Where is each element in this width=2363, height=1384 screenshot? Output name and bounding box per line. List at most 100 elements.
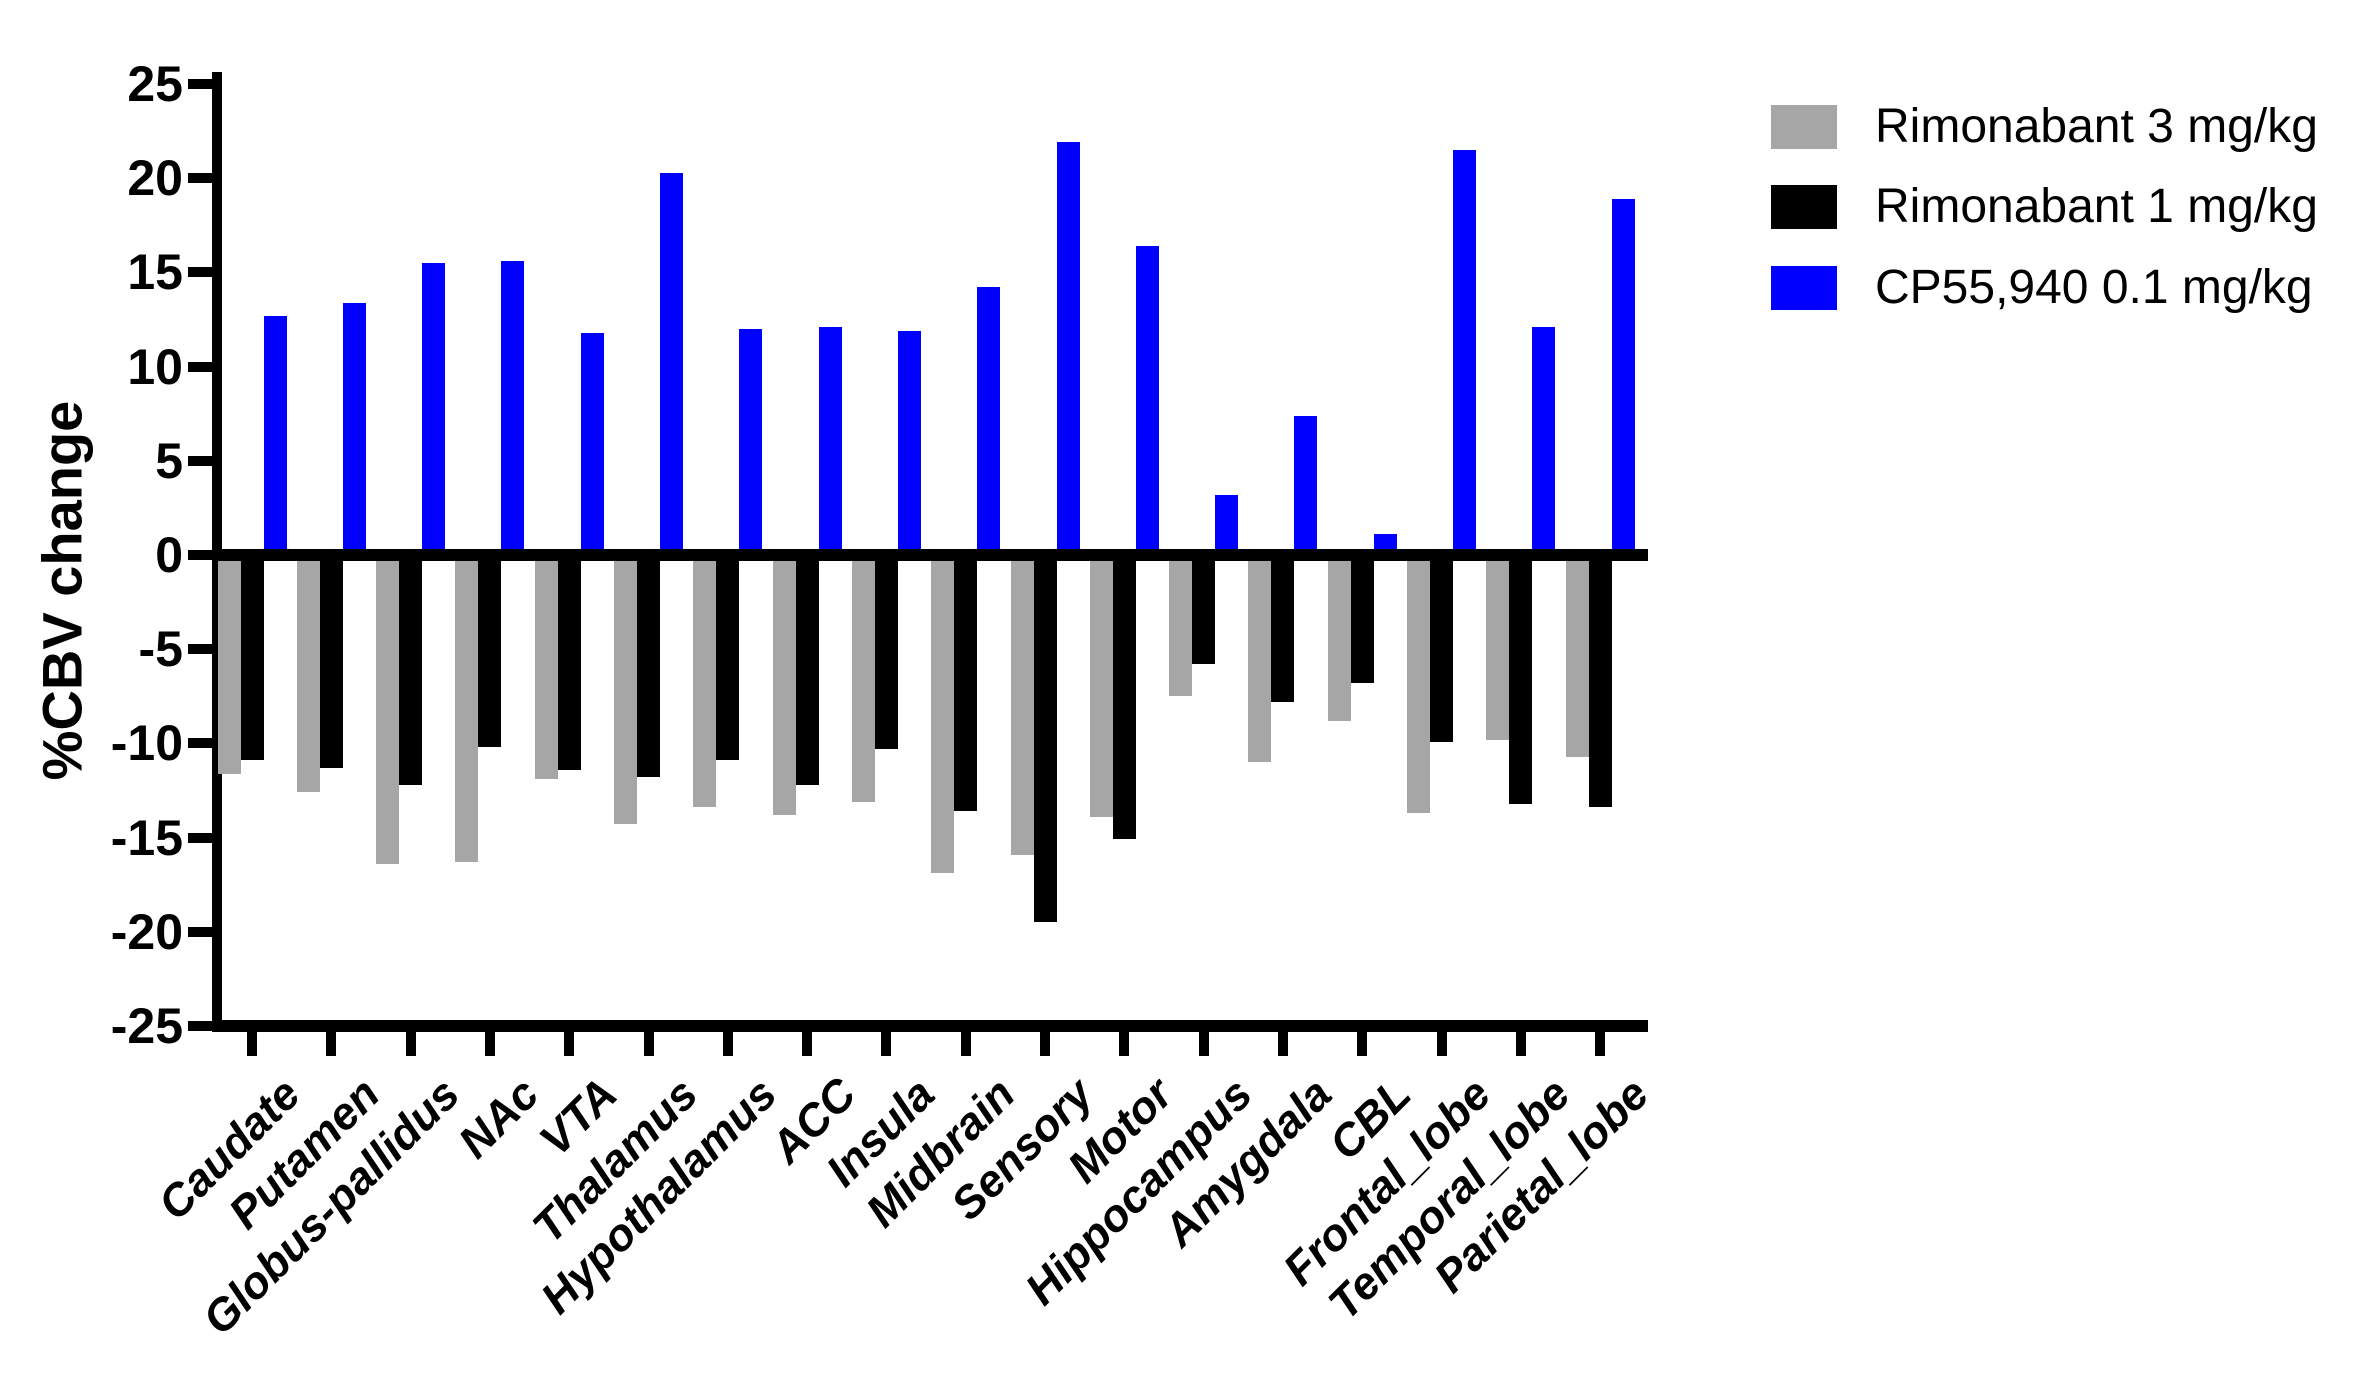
bar-CBL-Rimonabant-3-mg-kg (1328, 551, 1351, 721)
x-tick-mark-Parietal_lobe (1595, 1026, 1605, 1056)
bar-ACC-Rimonabant-3-mg-kg (773, 551, 796, 815)
bar-VTA-CP55-940-0-1-mg-kg (581, 333, 604, 559)
x-category-label-NAc: NAc (448, 1068, 549, 1168)
bar-Thalamus-Rimonabant-1-mg-kg (637, 551, 660, 777)
bar-VTA-Rimonabant-1-mg-kg (558, 551, 581, 770)
x-tick-mark-Temporal_lobe (1516, 1026, 1526, 1056)
bar-Putamen-Rimonabant-3-mg-kg (297, 551, 320, 792)
y-tick-label-0: 0 (155, 527, 183, 583)
bar-Midbrain-Rimonabant-1-mg-kg (954, 551, 977, 811)
x-tick-mark-Caudate (247, 1026, 257, 1056)
y-tick-mark-5 (188, 455, 212, 466)
bar-Caudate-CP55-940-0-1-mg-kg (264, 316, 287, 559)
bar-Insula-Rimonabant-3-mg-kg (852, 551, 875, 802)
x-tick-mark-Globus-pallidus (406, 1026, 416, 1056)
bar-Hypothalamus-Rimonabant-3-mg-kg (693, 551, 716, 807)
bar-Amygdala-CP55-940-0-1-mg-kg (1294, 416, 1317, 559)
bar-Temporal_lobe-Rimonabant-3-mg-kg (1486, 551, 1509, 740)
bar-Putamen-CP55-940-0-1-mg-kg (343, 303, 366, 559)
bar-Sensory-Rimonabant-3-mg-kg (1011, 551, 1034, 855)
bar-Globus-pallidus-Rimonabant-1-mg-kg (399, 551, 422, 785)
y-tick-label-10: 10 (127, 338, 183, 395)
x-tick-mark-Putamen (326, 1026, 336, 1056)
bar-Temporal_lobe-Rimonabant-1-mg-kg (1509, 551, 1532, 804)
y-tick-mark--15 (188, 832, 212, 843)
bar-Parietal_lobe-Rimonabant-3-mg-kg (1566, 551, 1589, 757)
bar-Caudate-Rimonabant-1-mg-kg (241, 551, 264, 760)
legend-swatch-2 (1771, 185, 1837, 229)
bar-Sensory-CP55-940-0-1-mg-kg (1057, 142, 1080, 559)
y-tick-label--10: -10 (110, 715, 183, 772)
x-tick-mark-NAc (485, 1026, 495, 1056)
y-tick-label--15: -15 (110, 809, 183, 866)
x-tick-mark-Amygdala (1278, 1026, 1288, 1056)
y-tick-mark--10 (188, 738, 212, 749)
legend-label-3: CP55,940 0.1 mg/kg (1875, 261, 2313, 314)
bar-Insula-CP55-940-0-1-mg-kg (898, 331, 921, 559)
bar-Insula-Rimonabant-1-mg-kg (875, 551, 898, 749)
y-tick-mark-0 (188, 550, 212, 560)
zero-baseline (212, 549, 1648, 561)
y-tick-label--5: -5 (138, 621, 183, 678)
bar-Hippocampus-Rimonabant-1-mg-kg (1192, 551, 1215, 664)
bar-Globus-pallidus-CP55-940-0-1-mg-kg (422, 263, 445, 559)
bar-Midbrain-CP55-940-0-1-mg-kg (977, 287, 1000, 559)
legend-swatch-3 (1771, 266, 1837, 310)
bar-Globus-pallidus-Rimonabant-3-mg-kg (376, 551, 399, 864)
y-tick-mark--5 (188, 644, 212, 655)
bar-NAc-Rimonabant-3-mg-kg (455, 551, 478, 862)
x-tick-mark-ACC (802, 1026, 812, 1056)
y-tick-label-5: 5 (155, 432, 183, 489)
bar-Frontal_lobe-CP55-940-0-1-mg-kg (1453, 150, 1476, 559)
bar-Frontal_lobe-Rimonabant-1-mg-kg (1430, 551, 1453, 742)
y-tick-label-20: 20 (127, 150, 183, 207)
bar-Caudate-Rimonabant-3-mg-kg (218, 551, 241, 774)
bar-Midbrain-Rimonabant-3-mg-kg (931, 551, 954, 873)
y-tick-mark-10 (188, 361, 212, 372)
y-tick-mark-15 (188, 267, 212, 278)
x-tick-mark-Hypothalamus (723, 1026, 733, 1056)
bar-ACC-Rimonabant-1-mg-kg (796, 551, 819, 785)
bar-CBL-Rimonabant-1-mg-kg (1351, 551, 1374, 683)
x-tick-mark-Hippocampus (1199, 1026, 1209, 1056)
bar-Amygdala-Rimonabant-1-mg-kg (1271, 551, 1294, 702)
bar-Motor-Rimonabant-3-mg-kg (1090, 551, 1113, 817)
legend-swatch-1 (1771, 105, 1837, 149)
bar-Hippocampus-Rimonabant-3-mg-kg (1169, 551, 1192, 696)
bar-VTA-Rimonabant-3-mg-kg (535, 551, 558, 779)
y-tick-label--25: -25 (110, 998, 183, 1054)
bar-Sensory-Rimonabant-1-mg-kg (1034, 551, 1057, 922)
x-tick-mark-VTA (564, 1026, 574, 1056)
y-tick-mark-25 (188, 79, 212, 89)
bar-NAc-Rimonabant-1-mg-kg (478, 551, 501, 747)
bar-Hypothalamus-Rimonabant-1-mg-kg (716, 551, 739, 760)
x-tick-mark-Midbrain (961, 1026, 971, 1056)
bar-ACC-CP55-940-0-1-mg-kg (819, 327, 842, 559)
bar-Thalamus-Rimonabant-3-mg-kg (614, 551, 637, 824)
bar-Thalamus-CP55-940-0-1-mg-kg (660, 173, 683, 559)
legend-label-1: Rimonabant 3 mg/kg (1875, 100, 2318, 153)
y-tick-label-25: 25 (127, 56, 183, 112)
bar-Hypothalamus-CP55-940-0-1-mg-kg (739, 329, 762, 559)
x-tick-mark-Motor (1119, 1026, 1129, 1056)
bar-Temporal_lobe-CP55-940-0-1-mg-kg (1532, 327, 1555, 559)
x-tick-mark-Insula (881, 1026, 891, 1056)
y-tick-mark--25 (188, 1021, 212, 1031)
x-tick-mark-Thalamus (644, 1026, 654, 1056)
bar-Motor-CP55-940-0-1-mg-kg (1136, 246, 1159, 559)
x-axis-line (212, 1020, 1648, 1032)
bar-Frontal_lobe-Rimonabant-3-mg-kg (1407, 551, 1430, 813)
bar-Hippocampus-CP55-940-0-1-mg-kg (1215, 495, 1238, 559)
bar-Parietal_lobe-Rimonabant-1-mg-kg (1589, 551, 1612, 807)
x-tick-mark-Frontal_lobe (1437, 1026, 1447, 1056)
bar-Amygdala-Rimonabant-3-mg-kg (1248, 551, 1271, 762)
bar-Motor-Rimonabant-1-mg-kg (1113, 551, 1136, 839)
y-tick-label--20: -20 (110, 903, 183, 960)
bar-Putamen-Rimonabant-1-mg-kg (320, 551, 343, 768)
bar-NAc-CP55-940-0-1-mg-kg (501, 261, 524, 559)
y-tick-mark--20 (188, 926, 212, 937)
x-tick-mark-Sensory (1040, 1026, 1050, 1056)
y-tick-mark-20 (188, 173, 212, 184)
legend-label-2: Rimonabant 1 mg/kg (1875, 180, 2318, 233)
